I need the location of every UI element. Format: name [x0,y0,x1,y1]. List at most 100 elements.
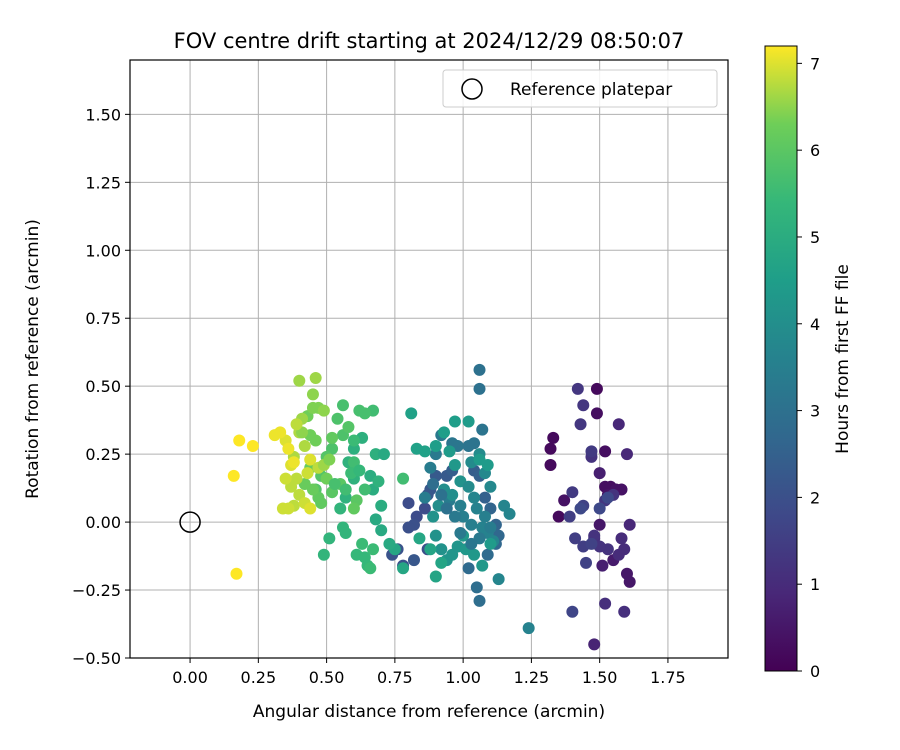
scatter-point [413,532,426,545]
scatter-point [544,459,557,472]
scatter-point [323,532,336,545]
scatter-point [282,442,295,455]
x-tick-label: 0.25 [241,668,277,687]
colorbar-ticks: 0 1 2 3 4 5 6 7 [797,54,820,681]
scatter-point [372,475,385,488]
x-tick-label: 0.50 [309,668,345,687]
scatter-point [342,420,355,433]
scatter-point [492,573,505,586]
scatter-point [468,548,481,561]
x-axis-label: Angular distance from reference (arcmin) [253,702,605,722]
scatter-point [233,434,246,447]
scatter-point [323,453,336,466]
legend: Reference platepar [442,69,718,108]
scatter-point [418,491,431,504]
scatter-point [473,382,486,395]
scatter-point [473,363,486,376]
scatter-point [544,442,557,455]
scatter-point [276,502,289,515]
scatter-point [290,418,303,431]
scatter-point [590,407,603,420]
scatter-point [230,567,243,580]
scatter-point [566,605,579,618]
scatter-point [427,510,440,523]
scatter-point [462,439,475,452]
scatter-point [317,404,330,417]
scatter-point [407,554,420,567]
scatter-point [478,491,491,504]
scatter-point [503,507,516,520]
scatter-point [246,439,259,452]
scatter-point [623,518,636,531]
colorbar-tick-label: 3 [810,402,820,421]
scatter-point [375,499,388,512]
y-tick-label: 1.00 [85,241,121,260]
scatter-point [377,448,390,461]
colorbar-tick-label: 6 [810,141,820,160]
scatter-point [353,464,366,477]
y-axis-label: Rotation from reference (arcmin) [23,219,43,499]
scatter-point [618,605,631,618]
scatter-point [484,480,497,493]
colorbar: 0 1 2 3 4 5 6 7 Hours from first FF file [764,45,853,681]
scatter-point [574,502,587,515]
scatter-point [440,502,453,515]
scatter-point [227,469,240,482]
y-tick-label: −0.25 [72,581,121,600]
scatter-point [462,415,475,428]
scatter-point [435,556,448,569]
x-tick-label: 1.25 [514,668,550,687]
scatter-point [326,431,339,444]
colorbar-label: Hours from first FF file [833,264,853,454]
scatter-point [462,562,475,575]
scatter-point [309,372,322,385]
scatter-point [470,581,483,594]
scatter-point [601,491,614,504]
scatter-point [418,502,431,515]
scatter-point [364,562,377,575]
scatter-point [462,480,475,493]
scatter-point [410,442,423,455]
legend-entry-reference: Reference platepar [510,80,672,100]
scatter-point [279,472,292,485]
scatter-point [336,399,349,412]
scatter-point [268,429,281,442]
plot-frame [129,59,729,659]
scatter-point [443,445,456,458]
scatter-point [454,526,467,539]
y-tick-label: −0.50 [72,649,121,668]
scatter-point [615,532,628,545]
scatter-point [593,502,606,515]
scatter-point [574,418,587,431]
scatter-point [347,434,360,447]
scatter-point [429,570,442,583]
y-axis-ticks: −0.50 −0.25 0.00 0.25 0.50 0.75 1.00 1.25 1.50 [72,105,130,668]
colorbar-tick-label: 0 [810,662,820,681]
y-tick-label: 0.50 [85,377,121,396]
grid-lines [130,60,728,659]
scatter-point [599,445,612,458]
scatter-point [473,594,486,607]
scatter-point [424,543,437,556]
scatter-point [306,388,319,401]
scatter-point [593,518,606,531]
scatter-point [571,382,584,395]
scatter-point [448,510,461,523]
scatter-point [569,532,582,545]
y-tick-label: 1.50 [85,105,121,124]
scatter-point [465,537,478,550]
colorbar-tick-label: 5 [810,228,820,247]
scatter-point [596,559,609,572]
y-tick-label: 1.25 [85,173,121,192]
scatter-points [227,363,636,651]
scatter-point [468,491,481,504]
y-tick-label: 0.25 [85,445,121,464]
scatter-point [435,488,448,501]
scatter-point [427,478,440,491]
scatter-point [473,453,486,466]
scatter-point [353,404,366,417]
scatter-point [599,597,612,610]
scatter-point [448,415,461,428]
scatter-point [484,537,497,550]
